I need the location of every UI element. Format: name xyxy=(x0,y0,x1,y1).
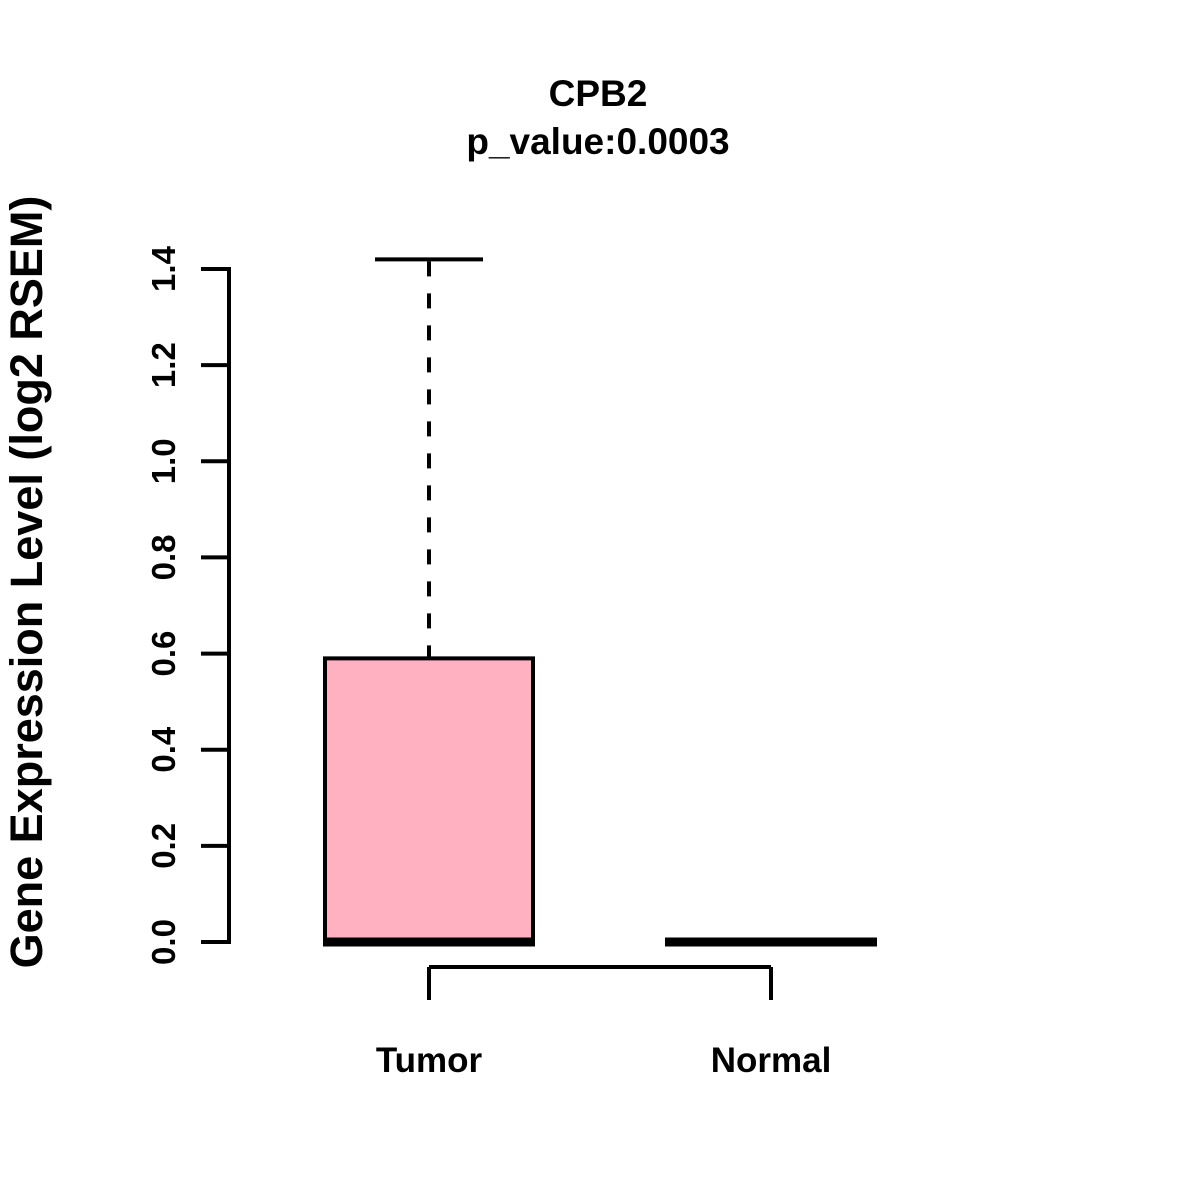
x-group-label-tumor: Tumor xyxy=(376,1041,483,1080)
y-tick-label: 1.0 xyxy=(145,438,182,484)
y-axis-label: Gene Expression Level (log2 RSEM) xyxy=(1,196,52,969)
y-tick-label: 0.2 xyxy=(145,823,182,869)
y-tick-label: 0.4 xyxy=(145,726,182,773)
plot-area: 0.0 0.2 0.4 0.6 0.8 1.0 1.2 1.4 Tumor Normal xyxy=(145,245,877,1080)
y-tick-label: 1.4 xyxy=(145,245,182,292)
y-tick-label: 1.2 xyxy=(145,342,182,388)
box-tumor xyxy=(323,656,535,945)
y-tick-label: 0.8 xyxy=(145,534,182,580)
x-group-label-normal: Normal xyxy=(711,1041,832,1080)
chart-title: CPB2 xyxy=(549,73,648,114)
y-tick-label: 0.6 xyxy=(145,631,182,677)
chart-subtitle: p_value:0.0003 xyxy=(466,121,729,162)
y-tick-label: 0.0 xyxy=(145,919,182,965)
